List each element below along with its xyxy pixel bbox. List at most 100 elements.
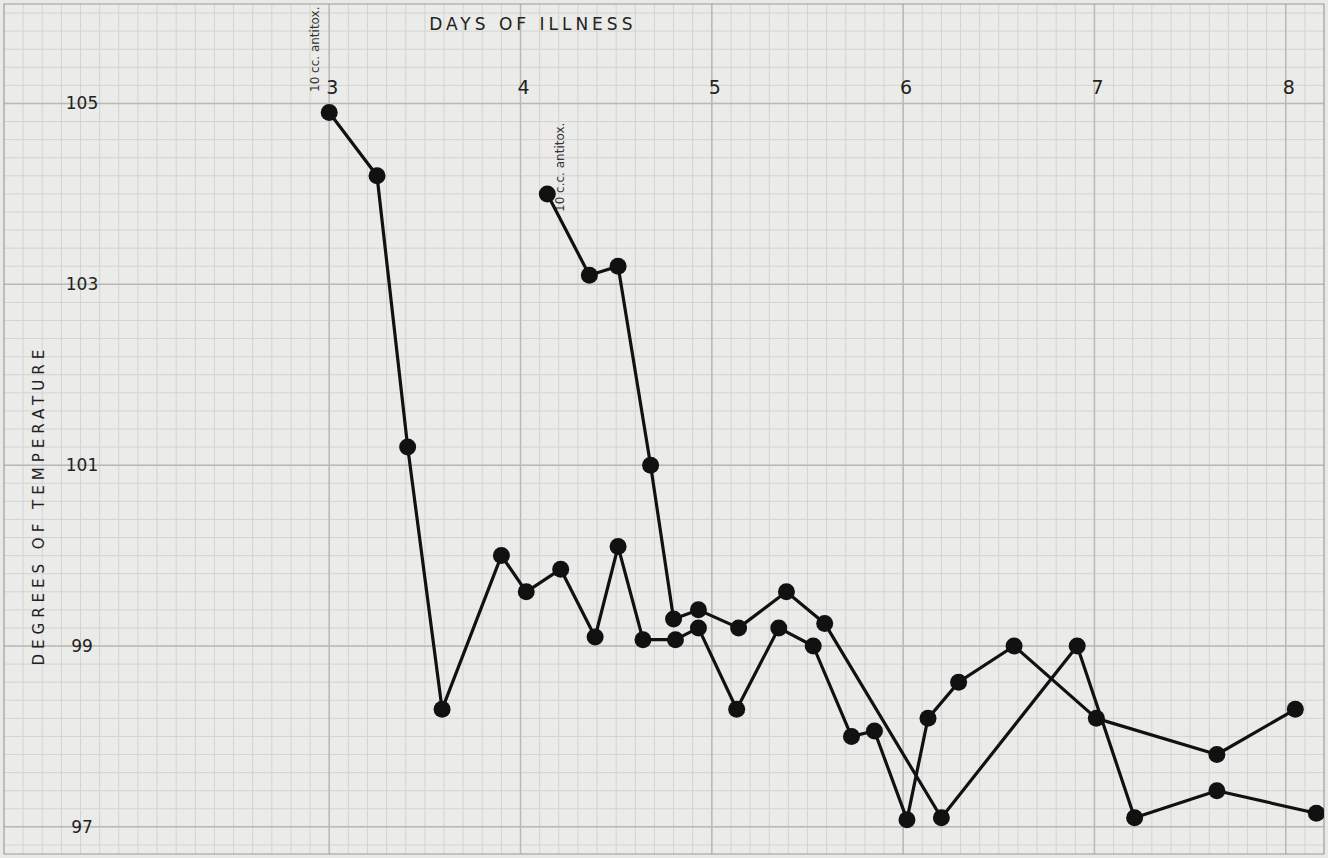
data-point (587, 628, 604, 645)
minor-grid-line (4, 302, 1324, 303)
data-point (1208, 782, 1225, 799)
grid-line (1285, 4, 1287, 854)
grid-line (520, 4, 522, 854)
data-point (770, 619, 787, 636)
data-point (933, 809, 950, 826)
grid-line (4, 645, 1324, 647)
minor-grid-line (4, 157, 1324, 158)
minor-grid-line (4, 664, 1324, 665)
minor-grid-line (4, 266, 1324, 267)
data-point (778, 583, 795, 600)
y-tick-label: 105 (66, 93, 98, 113)
data-point (642, 457, 659, 474)
minor-grid-line (4, 121, 1324, 122)
minor-grid-line (4, 49, 1324, 50)
data-point (434, 701, 451, 718)
y-tick-label: 103 (66, 274, 98, 294)
data-point (866, 723, 883, 740)
minor-grid-line (4, 13, 1324, 14)
data-point (493, 547, 510, 564)
title: DAYS OF ILLNESS (429, 14, 636, 34)
annotation: 10 c.c. antitox. (553, 123, 567, 212)
grid-line (4, 464, 1324, 466)
data-point (369, 167, 386, 184)
minor-grid-line (4, 103, 1324, 104)
minor-grid-line (4, 537, 1324, 538)
minor-grid-line (4, 429, 1324, 430)
minor-grid-line (4, 284, 1324, 285)
minor-grid-line (4, 356, 1324, 357)
minor-grid (4, 4, 1324, 858)
minor-grid-line (4, 772, 1324, 773)
data-point (730, 619, 747, 636)
minor-grid-line (4, 248, 1324, 249)
data-point (843, 728, 860, 745)
plot-frame (4, 4, 1324, 854)
minor-grid-line (4, 392, 1324, 393)
minor-grid-line (4, 682, 1324, 683)
data-point (920, 710, 937, 727)
minor-grid-line (4, 31, 1324, 32)
minor-grid-line (4, 211, 1324, 212)
grid-line (711, 4, 713, 854)
data-point (1126, 809, 1143, 826)
data-point (610, 538, 627, 555)
data-point (805, 638, 822, 655)
minor-grid-line (4, 646, 1324, 647)
minor-grid-line (903, 4, 904, 854)
data-point (321, 104, 338, 121)
plot-background (4, 4, 1324, 854)
data-point (728, 701, 745, 718)
minor-grid-line (4, 591, 1324, 592)
minor-grid-line (4, 501, 1324, 502)
grid-line (4, 284, 1324, 286)
annotation: 10 cc. antitox. (308, 7, 322, 93)
x-tick-label: 3 (326, 76, 338, 98)
minor-grid-line (4, 230, 1324, 231)
minor-grid-line (4, 519, 1324, 520)
data-point (1006, 638, 1023, 655)
major-grid (4, 4, 1324, 854)
data-point (667, 631, 684, 648)
minor-grid-line (4, 573, 1324, 574)
minor-grid-line (4, 826, 1324, 827)
minor-grid-line (4, 374, 1324, 375)
y-tick-label: 97 (71, 817, 93, 837)
data-layer (321, 104, 1324, 828)
data-point (690, 601, 707, 618)
minor-grid-line (4, 85, 1324, 86)
y-axis-title: DEGREES OF TEMPERATURE (30, 345, 48, 666)
minor-grid-line (4, 718, 1324, 719)
data-point (1308, 805, 1324, 822)
data-point (816, 615, 833, 632)
grid-line (328, 4, 330, 854)
minor-grid-line (4, 193, 1324, 194)
minor-grid-line (4, 338, 1324, 339)
minor-grid-line (4, 139, 1324, 140)
minor-grid-line (711, 4, 712, 854)
x-tick-label: 7 (1091, 76, 1103, 98)
data-point (518, 583, 535, 600)
minor-grid-line (4, 627, 1324, 628)
grid-line (902, 4, 904, 854)
minor-grid-line (520, 4, 521, 854)
minor-grid-line (4, 410, 1324, 411)
data-point (950, 674, 967, 691)
data-point (552, 561, 569, 578)
series-line (547, 194, 1316, 818)
data-point (539, 185, 556, 202)
minor-grid-line (4, 609, 1324, 610)
x-tick-label: 4 (517, 76, 529, 98)
minor-grid-line (4, 736, 1324, 737)
data-point (898, 811, 915, 828)
y-tick-label: 99 (71, 636, 93, 656)
minor-grid-line (4, 320, 1324, 321)
minor-grid-line (4, 844, 1324, 845)
data-point (1208, 746, 1225, 763)
minor-grid-line (4, 175, 1324, 176)
minor-grid-line (4, 447, 1324, 448)
minor-grid-line (1285, 4, 1286, 854)
data-point (665, 610, 682, 627)
data-point (1069, 638, 1086, 655)
minor-grid-line (4, 808, 1324, 809)
